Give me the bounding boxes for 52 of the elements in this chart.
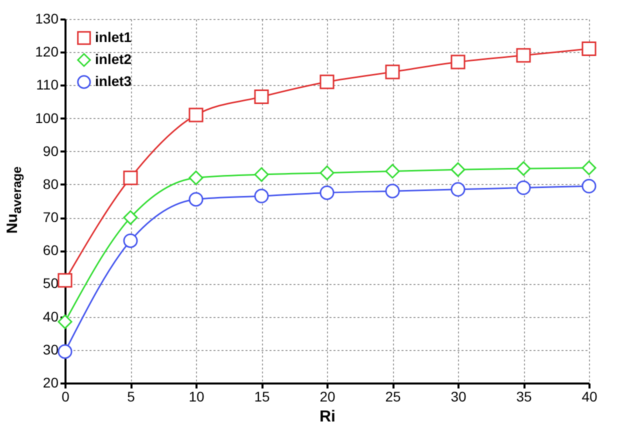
legend-label: inlet3	[95, 73, 132, 89]
y-tick-label: 60	[42, 242, 59, 258]
x-tick-label: 35	[516, 388, 532, 404]
x-tick-label: 30	[450, 388, 466, 404]
y-tick-label: 130	[35, 10, 59, 26]
point	[254, 167, 269, 182]
x-tick-label: 15	[254, 388, 270, 404]
point	[582, 42, 596, 56]
y-tick-label: 50	[42, 275, 59, 292]
point	[582, 160, 596, 176]
point	[385, 64, 400, 80]
legend-label: inlet1	[95, 29, 132, 45]
y-tick-label: 40	[42, 308, 59, 324]
x-axis-title: Ri	[320, 408, 336, 424]
point	[58, 273, 72, 288]
point	[123, 210, 138, 225]
y-tick-label: 80	[42, 176, 59, 192]
x-tick-label: 25	[385, 388, 401, 404]
point	[188, 108, 204, 122]
point	[58, 344, 72, 359]
x-tick-label: 5	[127, 388, 136, 404]
point	[582, 178, 596, 194]
x-tick-label: 40	[582, 388, 598, 404]
legend-label: inlet2	[95, 51, 132, 67]
point	[188, 170, 204, 186]
x-tick-label: 10	[188, 388, 204, 404]
point	[320, 74, 334, 90]
y-tick-label: 120	[35, 44, 59, 60]
y-tick-label: 70	[42, 209, 59, 226]
point	[516, 180, 531, 196]
y-tick-label: 90	[42, 142, 59, 159]
point	[516, 161, 531, 176]
point	[123, 170, 138, 186]
y-tick-label: 110	[36, 76, 59, 93]
point	[123, 233, 138, 248]
point	[254, 89, 269, 104]
point	[516, 48, 531, 63]
point	[58, 314, 72, 330]
point	[385, 184, 400, 198]
point	[320, 185, 334, 200]
point	[450, 162, 466, 177]
x-tick-label: 0	[62, 388, 70, 404]
y-tick-label: 100	[35, 110, 59, 126]
point	[450, 54, 466, 70]
point	[450, 182, 466, 197]
y-tick-label: 30	[42, 341, 59, 358]
point	[385, 164, 400, 178]
x-tick-label: 20	[320, 388, 336, 404]
y-tick-label: 20	[42, 374, 59, 390]
point	[254, 188, 269, 204]
point	[188, 192, 204, 207]
point	[320, 166, 334, 180]
